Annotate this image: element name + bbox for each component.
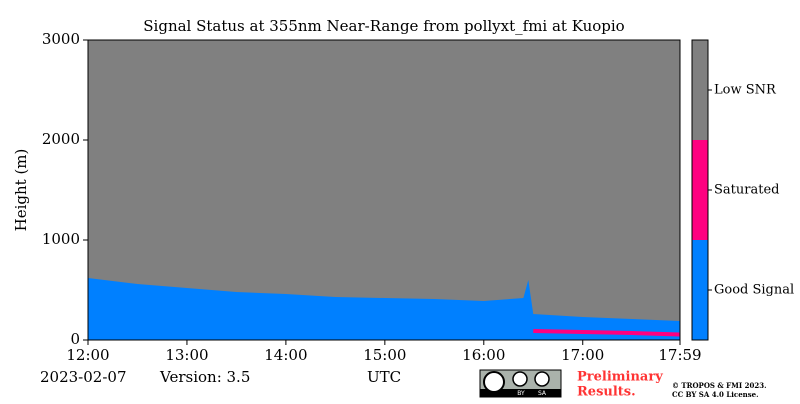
notice: Results.	[577, 385, 636, 400]
y-tick-label: 0	[70, 330, 80, 348]
logo-text: BY	[517, 390, 525, 397]
y-axis-label: Height (m)	[12, 149, 30, 232]
x-tick-label: 16:00	[462, 346, 505, 364]
x-tick-label: 17:59	[658, 346, 701, 364]
plot-frame	[87, 39, 681, 341]
saturated-line	[533, 329, 680, 337]
colorbar-label: Saturated	[714, 183, 779, 198]
chart-title: Signal Status at 355nm Near-Range from p…	[143, 17, 624, 35]
license: © TROPOS & FMI 2023.	[672, 381, 767, 390]
x-tick-label: 12:00	[66, 346, 109, 364]
x-tick-label: 17:00	[561, 346, 604, 364]
license: CC BY SA 4.0 License.	[672, 390, 759, 399]
logo-sa	[534, 371, 550, 387]
cc-logo: BY SA	[479, 369, 562, 398]
logo-band	[480, 389, 561, 397]
logo-by	[512, 371, 528, 387]
y-tick-label: 1000	[42, 230, 80, 248]
colorbar-segment	[692, 40, 708, 140]
logo-cc	[483, 371, 505, 393]
colorbar-segment	[692, 140, 708, 240]
good-signal-area	[88, 278, 680, 340]
colorbar-label: Good Signal	[714, 283, 794, 298]
colorbar-frame	[691, 39, 709, 341]
colorbar-segment	[692, 240, 708, 340]
x-tick-label: 15:00	[363, 346, 406, 364]
y-tick-label: 2000	[42, 130, 80, 148]
logo-text: SA	[538, 390, 547, 397]
notice: Preliminary	[577, 370, 663, 385]
version: Version: 3.5	[159, 368, 250, 386]
x-tick-label: 13:00	[165, 346, 208, 364]
colorbar-label: Low SNR	[714, 83, 777, 98]
date: 2023-02-07	[40, 368, 126, 386]
y-tick-label: 3000	[42, 30, 80, 48]
x-axis-label: UTC	[367, 368, 401, 386]
x-tick-label: 14:00	[264, 346, 307, 364]
